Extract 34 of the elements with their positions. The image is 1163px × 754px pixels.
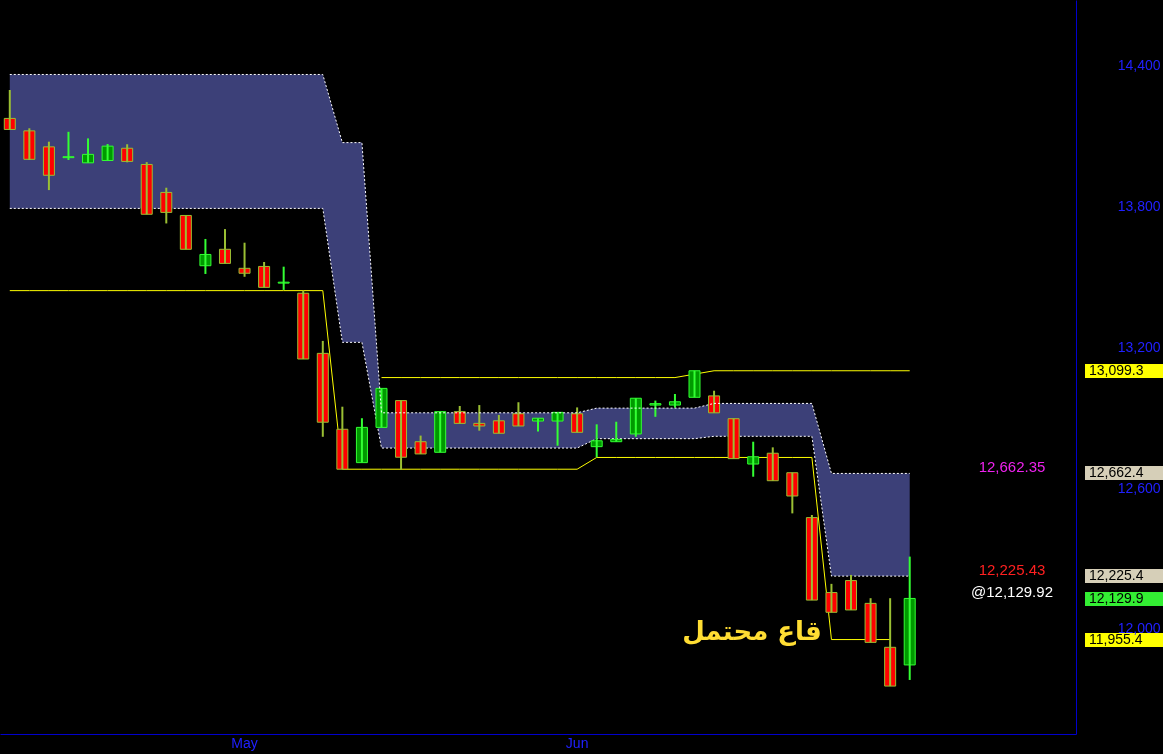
candlestick (825, 582, 838, 614)
annotation: @12,129.92 (971, 583, 1053, 600)
candlestick (864, 597, 877, 644)
candlestick (649, 399, 662, 418)
annotation: قاع محتمل (682, 616, 822, 646)
y-tick-label: 14,400 (1117, 56, 1161, 73)
text: 13,099.3 (1089, 362, 1144, 378)
line-series (9, 207, 911, 577)
annotation: 12,662.35 (978, 458, 1046, 475)
y-tick-label: 13,200 (1117, 338, 1161, 355)
y-tick-label: 13,800 (1117, 197, 1161, 214)
candlestick (551, 411, 564, 447)
candlestick (375, 387, 388, 429)
candlestick (688, 369, 701, 399)
text: 12,129.9 (1089, 590, 1144, 606)
candlestick (668, 393, 681, 409)
candlestick (414, 434, 427, 455)
x-tick-label: Jun (565, 734, 589, 751)
line-series (9, 73, 911, 474)
candlestick (727, 417, 740, 460)
y-tick-label: 12,600 (1117, 479, 1161, 496)
candlestick (747, 440, 760, 478)
candlestick (512, 401, 525, 427)
candlestick (473, 404, 486, 432)
annotation: 12,225.43 (978, 561, 1046, 578)
candlestick (277, 265, 290, 291)
x-tick-label: May (231, 734, 258, 751)
candlestick (62, 130, 75, 161)
text: 12,662.4 (1089, 464, 1144, 480)
text: 12,225.4 (1089, 567, 1144, 583)
candlestick (336, 405, 349, 471)
candlestick (101, 143, 114, 162)
candlestick (199, 237, 212, 275)
candlestick (238, 241, 251, 278)
